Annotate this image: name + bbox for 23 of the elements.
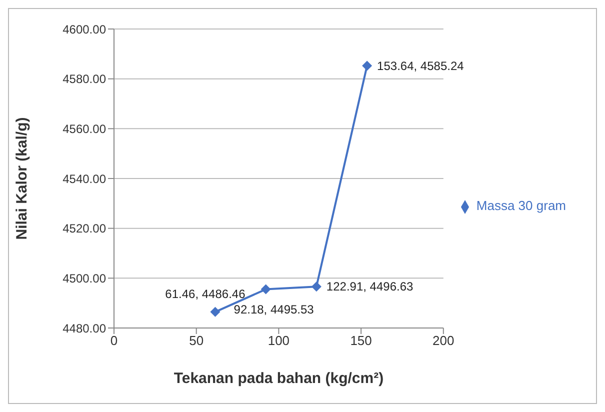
data-label: 61.46, 4486.46 <box>165 286 246 301</box>
legend-label: Massa 30 gram <box>476 198 566 214</box>
y-axis-title: Nilai Kalor (kal/g) <box>13 117 30 240</box>
x-tick-label: 200 <box>432 333 454 348</box>
y-tick-label: 4540.00 <box>62 172 106 186</box>
data-label: 122.91, 4496.63 <box>326 280 414 294</box>
data-label: 153.64, 4585.24 <box>377 58 464 73</box>
point <box>210 306 220 317</box>
x-tick-label: 0 <box>110 333 118 348</box>
x-tick-label: 150 <box>350 333 372 348</box>
y-tick-label: 4480.00 <box>62 321 106 336</box>
x-tick-label: 50 <box>189 333 204 348</box>
y-tick-label: 4560.00 <box>62 122 106 136</box>
x-axis-title: Tekanan pada bahan (kg/cm²) <box>174 370 384 387</box>
data-label: 92.18, 4495.53 <box>234 302 314 316</box>
point <box>362 60 372 71</box>
y-tick-label: 4500.00 <box>62 271 106 286</box>
x-tick-label: 100 <box>268 333 290 348</box>
point <box>260 284 271 294</box>
y-tick-label: 4600.00 <box>62 22 106 36</box>
y-tick-label: 4580.00 <box>62 72 106 86</box>
point <box>311 282 322 292</box>
y-tick-label: 4520.00 <box>62 222 106 236</box>
